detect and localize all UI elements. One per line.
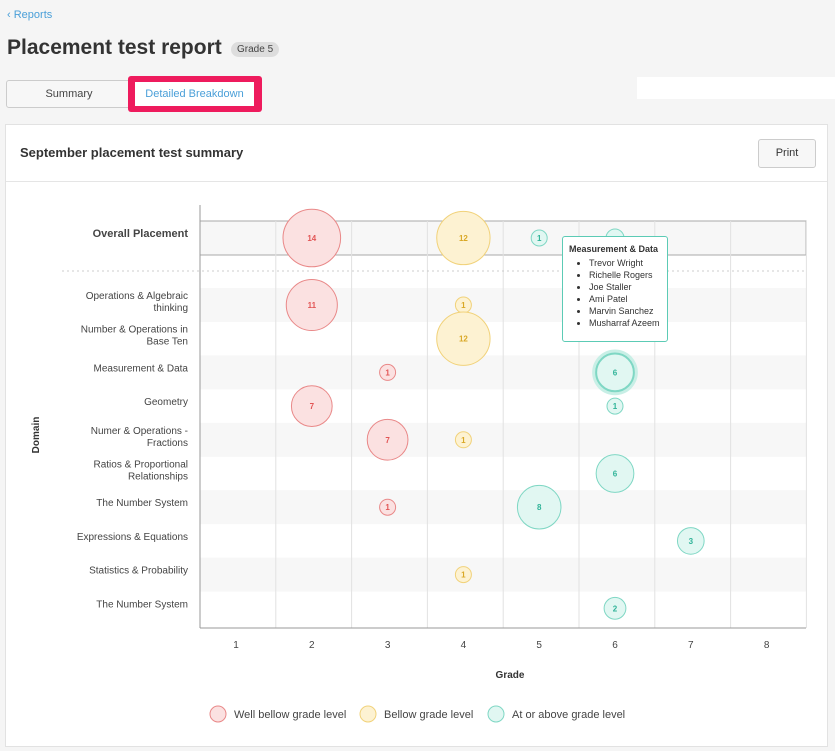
bubble-value: 7	[385, 436, 390, 445]
row-label: The Number System	[96, 599, 188, 610]
bubble	[436, 311, 491, 366]
card-title: September placement test summary	[20, 145, 244, 160]
bubble-value: 12	[459, 335, 468, 344]
tooltip-student: Joe Staller	[589, 281, 661, 293]
bubble-value: 2	[613, 604, 618, 613]
bubble-value: 8	[537, 503, 542, 512]
tooltip-list: Trevor WrightRichelle RogersJoe StallerA…	[569, 257, 661, 329]
bubble	[676, 527, 705, 555]
bubble	[603, 596, 627, 620]
x-tick-label: 6	[612, 640, 618, 651]
legend-label: Bellow grade level	[384, 709, 473, 721]
row-label: Operations & Algebraic thinking	[86, 291, 188, 314]
bubble-value: 1	[461, 436, 466, 445]
bubble-value: 1	[461, 571, 466, 580]
x-tick-label: 8	[764, 640, 770, 651]
bubble-value: 7	[310, 402, 315, 411]
y-axis-label: Domain	[31, 417, 42, 454]
bubble	[516, 484, 562, 530]
bubble	[379, 498, 397, 516]
legend-swatch-below	[359, 705, 377, 723]
bubble-value: 1	[537, 234, 542, 243]
bubble-value: 14	[307, 234, 316, 243]
bubble-value: 6	[613, 368, 618, 377]
bubble	[285, 278, 338, 332]
row-label: The Number System	[96, 498, 188, 509]
bubble	[606, 397, 624, 415]
x-tick-label: 7	[688, 640, 694, 651]
bubble	[379, 363, 397, 381]
x-tick-label: 3	[385, 640, 391, 651]
bubble	[454, 431, 472, 449]
x-tick-label: 5	[536, 640, 542, 651]
bubble	[454, 566, 472, 584]
bubble-value: 1	[385, 368, 390, 377]
bubble	[290, 385, 333, 427]
row-label: Expressions & Equations	[77, 532, 188, 543]
row-label: Statistics & Probability	[89, 566, 188, 577]
back-label: Reports	[13, 9, 53, 21]
legend-label: Well bellow grade level	[234, 709, 346, 721]
bubble	[366, 418, 409, 461]
tooltip-title: Measurement & Data	[569, 244, 659, 254]
x-axis-label: Grade	[496, 670, 525, 681]
legend-label: At or above grade level	[512, 709, 625, 721]
back-to-reports-link[interactable]: ‹ Reports	[7, 9, 52, 21]
row-label: Numer & Operations -Fractions	[91, 426, 188, 449]
bubble	[595, 454, 635, 493]
tab-detailed-breakdown[interactable]: Detailed Breakdown	[135, 82, 254, 106]
toolbar-blank	[637, 77, 835, 99]
x-tick-label: 2	[309, 640, 315, 651]
row-label: Overall Placement	[93, 228, 189, 240]
tab-summary[interactable]: Summary	[45, 88, 93, 100]
tooltip-student: Marvin Sanchez	[589, 305, 661, 317]
print-button[interactable]: Print	[758, 139, 816, 168]
bubble-value: 3	[689, 537, 694, 546]
row-label: Measurement & Data	[94, 363, 189, 374]
bubble	[282, 208, 342, 268]
bubble-value: 6	[613, 470, 618, 479]
bubble	[530, 229, 548, 247]
page-title: Placement test report	[7, 36, 222, 59]
grade-badge: Grade 5	[231, 42, 280, 57]
bubble-value: 1	[461, 301, 466, 310]
bubble-value: 11	[308, 301, 317, 310]
row-label: Number & Operations in Base Ten	[81, 325, 188, 348]
x-tick-label: 4	[461, 640, 467, 651]
bubble-value: 1	[385, 503, 390, 512]
bubble	[595, 352, 635, 393]
tooltip-student: Musharraf Azeem	[589, 317, 661, 329]
x-tick-label: 1	[233, 640, 239, 651]
tooltip-student: Ami Patel	[589, 293, 661, 305]
row-label: Geometry	[144, 397, 188, 408]
tooltip: Measurement & Data Trevor WrightRichelle…	[562, 236, 668, 342]
bubble	[436, 210, 491, 266]
tooltip-student: Richelle Rogers	[589, 269, 661, 281]
bubble-value: 1	[613, 402, 618, 411]
row-label: Ratios & Proportional Relationships	[94, 460, 189, 483]
legend-swatch-at_above	[487, 705, 505, 723]
bubble-value: 12	[459, 234, 468, 243]
tooltip-student: Trevor Wright	[589, 257, 661, 269]
chevron-left-icon: ‹	[7, 9, 14, 21]
legend-swatch-well_below	[209, 705, 227, 723]
divider	[6, 181, 827, 182]
